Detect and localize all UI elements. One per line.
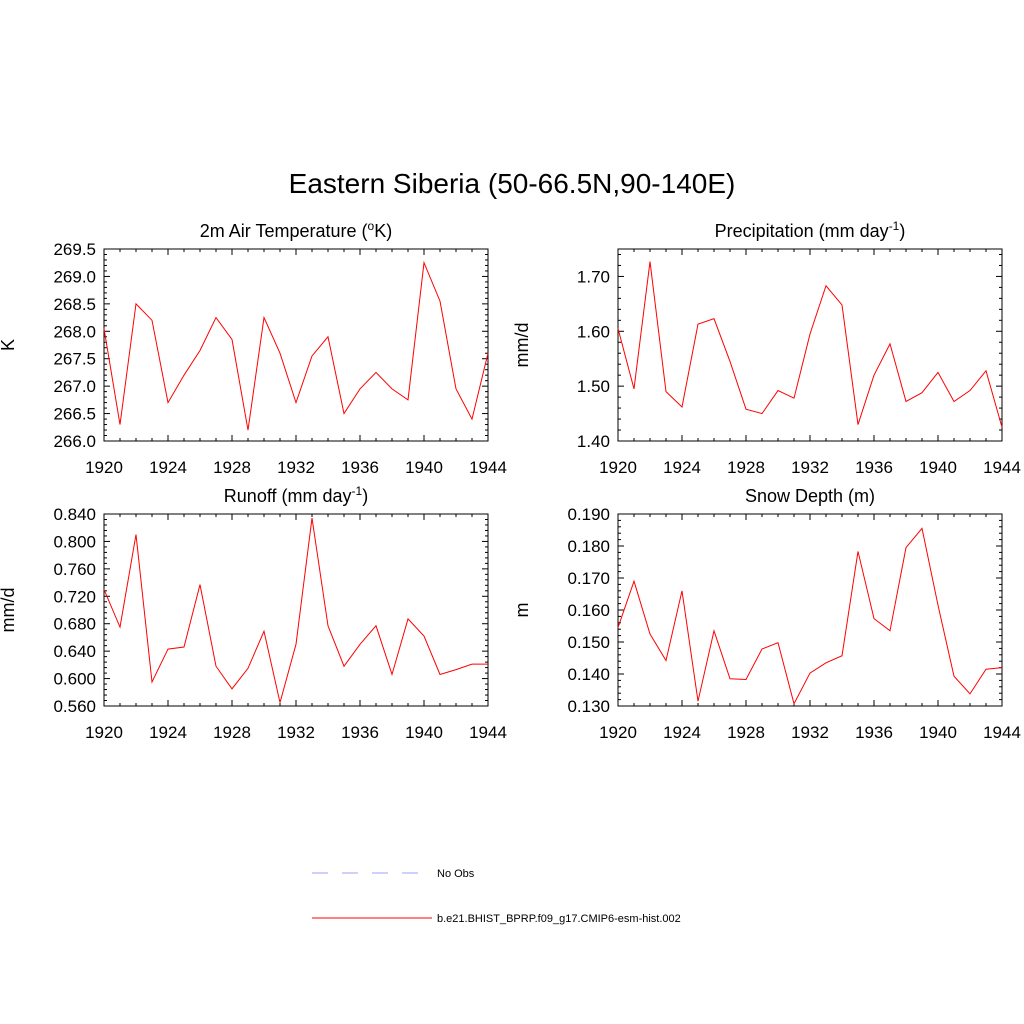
y-tick-label: 269.5: [53, 240, 96, 259]
panel-title: 2m Air Temperature (oK): [200, 219, 392, 241]
x-tick-label: 1924: [149, 458, 187, 477]
y-tick-label: 0.640: [53, 642, 96, 661]
y-tick-label: 1.60: [577, 322, 610, 341]
x-tick-label: 1928: [213, 723, 251, 742]
x-tick-label: 1920: [85, 458, 123, 477]
y-tick-label: 1.50: [577, 377, 610, 396]
x-tick-label: 1932: [277, 723, 315, 742]
y-axis-label: mm/d: [0, 588, 18, 633]
x-tick-label: 1936: [855, 458, 893, 477]
chart-panel-4: 1920 1924 1928 1932 1936 1940 1944 0.130 0.140 0.…: [512, 486, 1021, 742]
x-tick-label: 1944: [983, 458, 1021, 477]
y-tick-label: 0.680: [53, 615, 96, 634]
chart-panels: 1920 1924 1928 1932 1936 1940 1944 266.0 266.5 26…: [0, 219, 1021, 742]
x-tick-label: 1928: [727, 723, 765, 742]
x-tick-label: 1924: [149, 723, 187, 742]
panel-title: Snow Depth (m): [745, 486, 875, 506]
y-tick-label: 0.180: [567, 537, 610, 556]
y-tick-label: 266.0: [53, 432, 96, 451]
series-line-1: [103, 260, 489, 431]
y-tick-label: 266.5: [53, 405, 96, 424]
chart-panel-2: 1920 1924 1928 1932 1936 1940 1944 1.40 1.50 1.60…: [512, 219, 1021, 477]
x-tick-label: 1940: [405, 458, 443, 477]
y-tick-label: 1.40: [577, 432, 610, 451]
x-tick-label: 1936: [341, 458, 379, 477]
x-tick-label: 1944: [983, 723, 1021, 742]
x-tick-label: 1928: [727, 458, 765, 477]
x-tick-label: 1932: [791, 723, 829, 742]
x-tick-label: 1920: [85, 723, 123, 742]
x-tick-label: 1940: [919, 458, 957, 477]
y-tick-label: 0.170: [567, 569, 610, 588]
x-tick-label: 1924: [663, 723, 701, 742]
panel-title: Runoff (mm day-1): [224, 484, 368, 506]
y-tick-label: 0.140: [567, 665, 610, 684]
x-tick-label: 1944: [469, 723, 507, 742]
figure-title: Eastern Siberia (50-66.5N,90-140E): [288, 168, 736, 199]
x-tick-label: 1932: [791, 458, 829, 477]
x-tick-label: 1928: [213, 458, 251, 477]
series-line-1: [617, 261, 1003, 428]
x-tick-label: 1940: [405, 723, 443, 742]
y-tick-label: 0.600: [53, 670, 96, 689]
y-tick-label: 268.0: [53, 322, 96, 341]
series-line-1: [617, 527, 1003, 706]
legend-obs-label: No Obs: [437, 868, 475, 880]
y-tick-label: 1.70: [577, 267, 610, 286]
x-tick-label: 1940: [919, 723, 957, 742]
x-tick-label: 1932: [277, 458, 315, 477]
chart-panel-1: 1920 1924 1928 1932 1936 1940 1944 266.0 266.5 26…: [0, 219, 507, 477]
y-axis-label: m: [512, 603, 532, 618]
series-line-1: [103, 518, 488, 703]
y-axis-label: K: [0, 339, 18, 351]
y-tick-label: 0.760: [53, 560, 96, 579]
y-tick-label: 267.0: [53, 377, 96, 396]
plot-frame: [617, 248, 1003, 442]
x-tick-label: 1936: [341, 723, 379, 742]
y-tick-label: 0.720: [53, 587, 96, 606]
y-axis-label: mm/d: [512, 323, 532, 368]
legend-model-label: b.e21.BHIST_BPRP.f09_g17.CMIP6-esm-hist.…: [437, 913, 681, 925]
chart-panel-3: 1920 1924 1928 1932 1936 1940 1944 0.560 0.600 0.…: [0, 484, 507, 742]
x-tick-label: 1920: [599, 458, 637, 477]
panel-title: Precipitation (mm day-1): [715, 219, 906, 241]
plot-frame: [617, 513, 1003, 707]
y-tick-label: 0.560: [53, 697, 96, 716]
y-tick-label: 269.0: [53, 267, 96, 286]
x-tick-label: 1936: [855, 723, 893, 742]
y-tick-label: 268.5: [53, 295, 96, 314]
y-tick-label: 0.160: [567, 601, 610, 620]
y-tick-label: 267.5: [53, 350, 96, 369]
x-tick-label: 1920: [599, 723, 637, 742]
y-tick-label: 0.150: [567, 633, 610, 652]
y-tick-label: 0.130: [567, 697, 610, 716]
plot-frame: [103, 513, 489, 707]
legend: No Obs b.e21.BHIST_BPRP.f09_g17.CMIP6-es…: [312, 868, 681, 925]
y-tick-label: 0.800: [53, 532, 96, 551]
y-tick-label: 0.840: [53, 505, 96, 524]
x-tick-label: 1944: [469, 458, 507, 477]
y-tick-label: 0.190: [567, 505, 610, 524]
x-tick-label: 1924: [663, 458, 701, 477]
